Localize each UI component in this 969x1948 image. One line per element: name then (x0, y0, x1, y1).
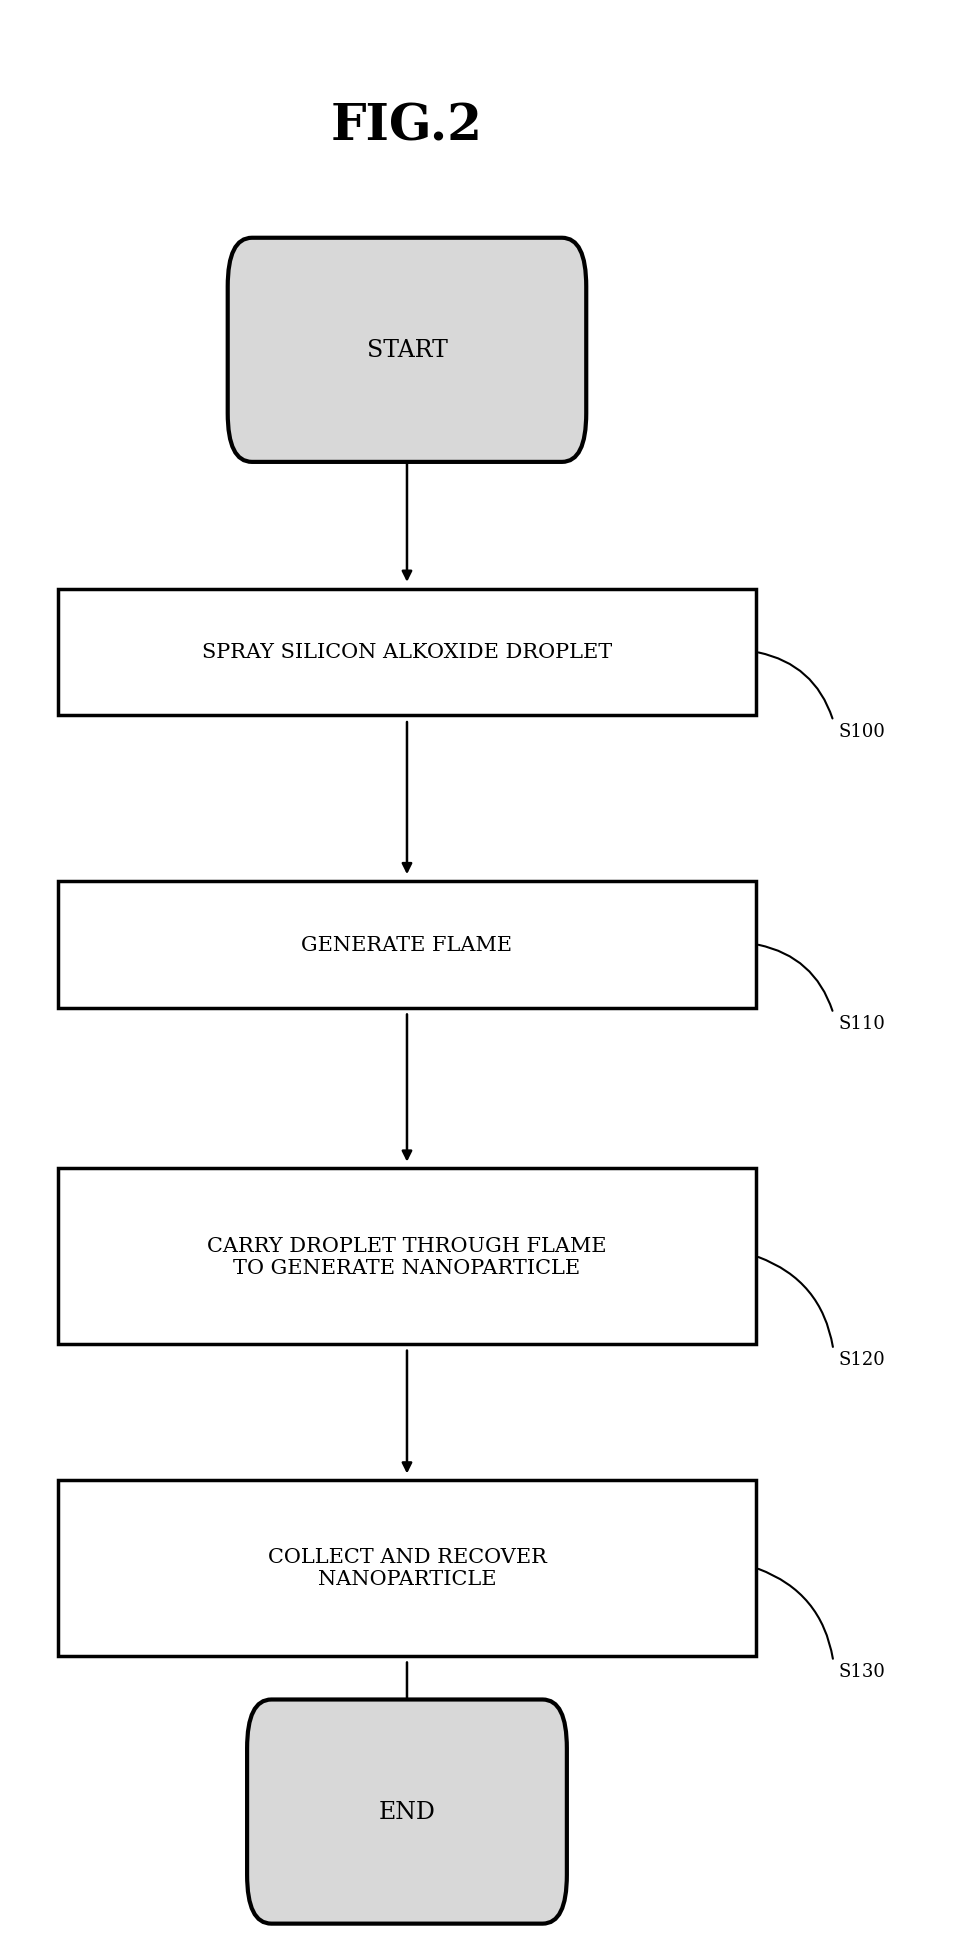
Text: S120: S120 (838, 1350, 885, 1369)
FancyBboxPatch shape (58, 1169, 756, 1344)
FancyBboxPatch shape (58, 1480, 756, 1656)
Text: END: END (379, 1800, 435, 1823)
FancyBboxPatch shape (228, 240, 586, 464)
Text: COLLECT AND RECOVER
NANOPARTICLE: COLLECT AND RECOVER NANOPARTICLE (267, 1547, 547, 1590)
Text: S100: S100 (838, 723, 885, 740)
Text: GENERATE FLAME: GENERATE FLAME (301, 935, 513, 955)
Text: S130: S130 (838, 1662, 885, 1681)
Text: CARRY DROPLET THROUGH FLAME
TO GENERATE NANOPARTICLE: CARRY DROPLET THROUGH FLAME TO GENERATE … (207, 1235, 607, 1278)
FancyBboxPatch shape (247, 1699, 567, 1925)
FancyBboxPatch shape (58, 880, 756, 1009)
Text: SPRAY SILICON ALKOXIDE DROPLET: SPRAY SILICON ALKOXIDE DROPLET (202, 643, 612, 662)
Text: FIG.2: FIG.2 (331, 101, 483, 152)
FancyBboxPatch shape (58, 588, 756, 715)
Text: S110: S110 (838, 1015, 885, 1032)
Text: START: START (366, 339, 448, 362)
